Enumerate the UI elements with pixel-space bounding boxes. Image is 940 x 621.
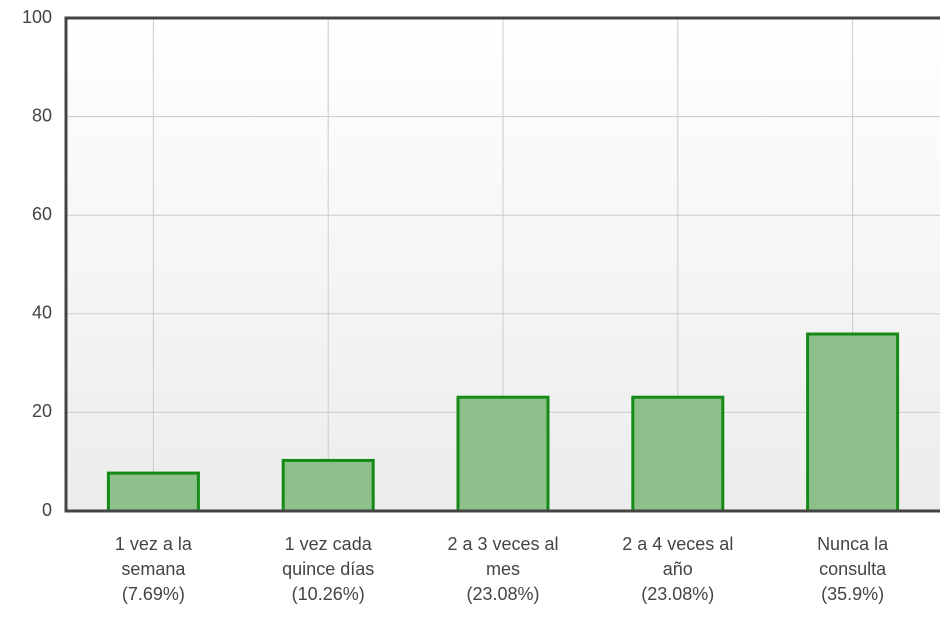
bar bbox=[281, 458, 375, 513]
y-tick-label: 80 bbox=[32, 105, 52, 125]
x-tick-label: Nunca la consulta (35.9%) bbox=[817, 534, 889, 604]
x-tick-label: 1 vez a la semana (7.69%) bbox=[115, 534, 193, 604]
bar bbox=[106, 471, 200, 513]
y-tick-label: 40 bbox=[32, 303, 52, 323]
y-tick-label: 100 bbox=[22, 7, 52, 27]
x-tick-label: 2 a 4 veces al año (23.08%) bbox=[622, 534, 733, 604]
y-tick-label: 60 bbox=[32, 204, 52, 224]
y-tick-label: 20 bbox=[32, 401, 52, 421]
bar bbox=[631, 395, 725, 513]
x-tick-label: 2 a 3 veces al mes (23.08%) bbox=[447, 534, 558, 604]
y-tick-label: 0 bbox=[42, 500, 52, 520]
axis-frame bbox=[64, 16, 940, 513]
bar bbox=[456, 395, 550, 513]
bar bbox=[806, 332, 900, 513]
x-tick-label: 1 vez cada quince días (10.26%) bbox=[282, 534, 374, 604]
